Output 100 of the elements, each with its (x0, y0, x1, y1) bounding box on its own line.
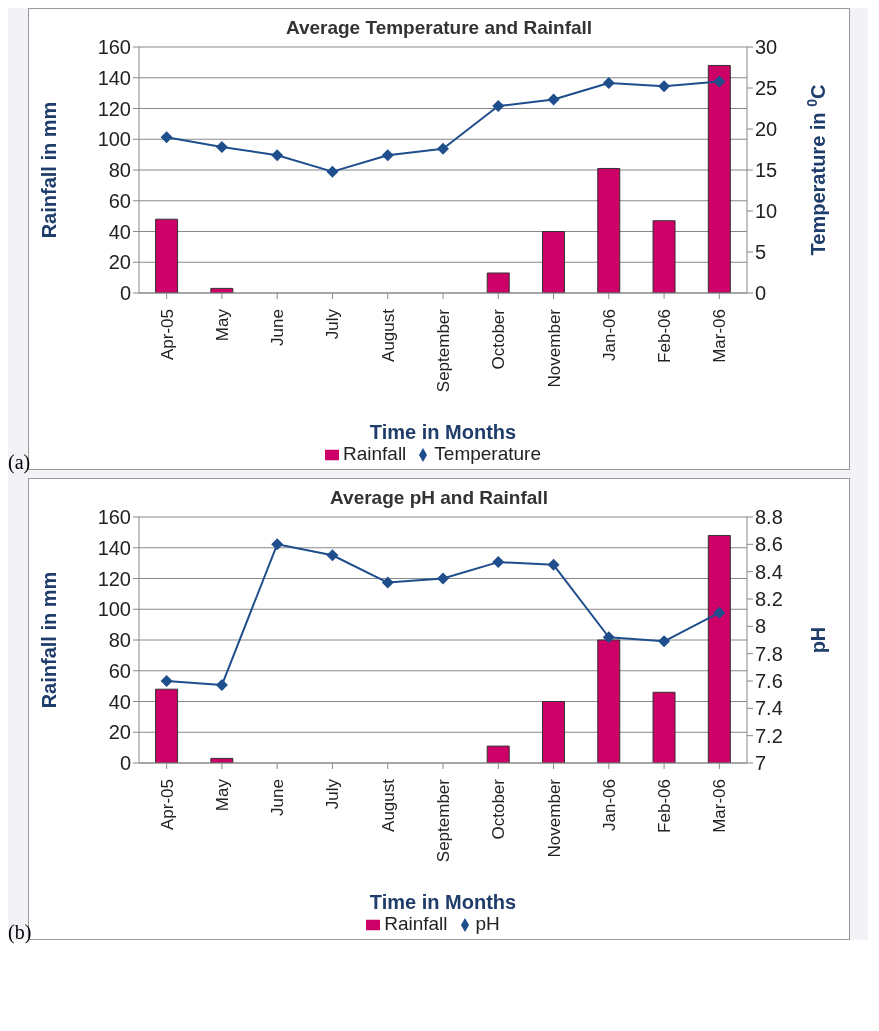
y2-tick-label: 8.2 (755, 588, 783, 611)
point (437, 142, 449, 155)
y2-tick-label: 20 (755, 118, 778, 141)
point (215, 141, 228, 154)
point (215, 679, 228, 692)
y-tick-label: 20 (108, 251, 131, 274)
legend-label: pH (475, 913, 500, 934)
y2-tick-label: 8 (755, 615, 767, 638)
point (160, 131, 173, 144)
y2-axis-title: pH (807, 626, 829, 654)
point (381, 149, 394, 162)
point (658, 80, 671, 93)
y-tick-label: 60 (108, 659, 131, 682)
chart-title: Average Temperature and Rainfall (285, 17, 593, 38)
x-tick-label: Jan-06 (599, 779, 619, 831)
y2-tick-label: 7 (755, 752, 767, 775)
y-tick-label: 120 (97, 567, 131, 590)
x-axis-title: Time in Months (369, 891, 517, 913)
y2-tick-label: 7.4 (755, 697, 783, 720)
point (492, 100, 505, 113)
y-tick-label: 40 (108, 220, 131, 243)
point (160, 675, 173, 687)
bar (486, 272, 510, 293)
x-tick-label: August (378, 308, 398, 362)
y2-tick-label: 30 (755, 36, 778, 59)
x-tick-label: October (489, 308, 509, 370)
point (658, 635, 671, 648)
x-tick-label: Feb-06 (655, 779, 675, 833)
x-tick-label: Apr-05 (157, 779, 177, 831)
x-tick-label: Apr-05 (157, 309, 177, 361)
y-axis-title: Rainfall in mm (38, 101, 61, 239)
y-tick-label: 80 (108, 159, 131, 182)
x-tick-label: Mar-06 (710, 779, 730, 833)
x-tick-label: June (268, 309, 288, 346)
y2-tick-label: 0 (755, 282, 767, 305)
text: (a) (8, 451, 31, 474)
x-tick-label: September (434, 778, 453, 863)
y-tick-label: 80 (108, 629, 131, 652)
y2-tick-label: 7.6 (755, 670, 783, 693)
x-tick-label: July (323, 308, 343, 340)
bar (707, 534, 731, 763)
point (713, 75, 726, 88)
y-tick-label: 0 (119, 282, 131, 305)
y2-tick-label: 8.8 (755, 506, 783, 529)
y-tick-label: 160 (97, 36, 131, 59)
x-tick-label: October (489, 778, 509, 840)
bar (541, 701, 565, 763)
bar (597, 167, 621, 293)
y2-tick-label: 25 (755, 77, 778, 100)
point (271, 149, 284, 162)
point (381, 576, 394, 589)
chart-title: Average pH and Rainfall (330, 487, 548, 508)
bar (597, 639, 621, 763)
bar (155, 688, 179, 763)
y2-tick-label: 8.6 (755, 533, 783, 556)
x-tick-label: Mar-06 (710, 309, 730, 363)
legend-label: Rainfall (342, 443, 407, 464)
y-tick-label: 140 (97, 536, 131, 559)
bar (652, 220, 676, 293)
x-tick-label: November (544, 308, 564, 388)
x-tick-label: May (212, 308, 232, 342)
y-tick-label: 140 (97, 66, 131, 89)
y2-tick-label: 10 (755, 200, 778, 223)
y-tick-label: 40 (108, 690, 131, 713)
bar (541, 231, 565, 293)
x-tick-label: May (212, 778, 232, 812)
y-tick-label: 120 (97, 97, 131, 120)
point (271, 538, 284, 551)
point (602, 631, 615, 644)
y2-tick-label: 7.2 (755, 724, 783, 747)
x-tick-label: June (268, 779, 288, 816)
bar (707, 64, 731, 293)
bar (652, 691, 676, 763)
bar (486, 745, 510, 763)
legend-label: Rainfall (384, 913, 448, 934)
x-tick-label: July (323, 778, 343, 810)
point (492, 556, 505, 569)
point (547, 93, 560, 106)
y-tick-label: 20 (108, 721, 131, 744)
point (437, 572, 449, 585)
point (713, 606, 726, 619)
point (326, 165, 339, 178)
y-tick-label: 100 (97, 598, 131, 621)
x-axis-title: Time in Months (369, 421, 517, 443)
x-tick-label: August (378, 778, 398, 832)
y-tick-label: 60 (108, 189, 131, 212)
y2-tick-label: 7.8 (755, 642, 783, 665)
y2-tick-label: 8.4 (755, 560, 783, 583)
x-tick-label: September (434, 308, 453, 393)
y2-tick-label: 5 (755, 241, 767, 264)
legend-label: Temperature (434, 443, 542, 464)
point (602, 77, 615, 90)
x-tick-label: Feb-06 (655, 309, 675, 363)
point (547, 558, 560, 571)
x-tick-label: Jan-06 (599, 309, 619, 361)
point (326, 549, 339, 562)
y2-tick-label: 15 (755, 159, 778, 182)
text: (b) (8, 921, 32, 944)
y-tick-label: 0 (119, 752, 131, 775)
bar (155, 218, 179, 293)
